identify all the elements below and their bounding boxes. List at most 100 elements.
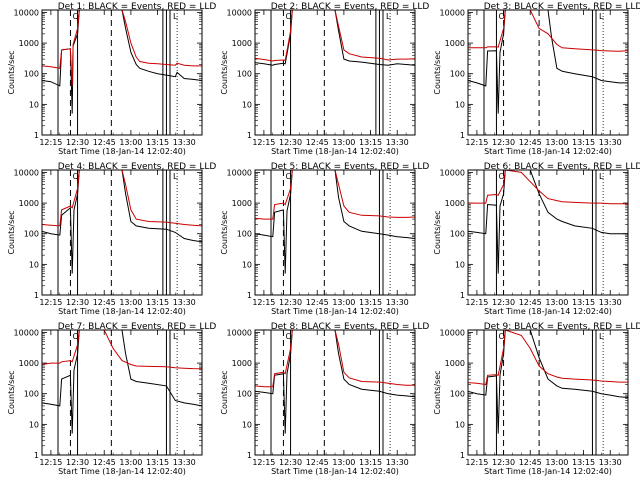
y-tick-label: 1000 bbox=[232, 359, 252, 368]
lld-series-line bbox=[42, 10, 202, 86]
lld-series-line bbox=[42, 330, 202, 370]
marker-label: O bbox=[72, 172, 78, 181]
panel-title: Det 3: BLACK = Events, RED = LLD bbox=[484, 2, 640, 12]
x-tick-label: 12:45 bbox=[306, 458, 329, 467]
panel-det-9: Det 9: BLACK = Events, RED = LLD 1 10 100 10… bbox=[433, 322, 640, 476]
x-tick-label: 12:45 bbox=[93, 458, 116, 467]
marker-label: O bbox=[498, 332, 504, 341]
y-tick-label: 1000 bbox=[19, 39, 39, 48]
y-tick-label: 1000 bbox=[232, 39, 252, 48]
y-tick-label: 10000 bbox=[227, 8, 252, 17]
y-axis-label: Counts/sec bbox=[433, 50, 442, 94]
panel-det-3: Det 3: BLACK = Events, RED = LLD 1 10 100 10… bbox=[433, 2, 640, 156]
x-tick-label: 12:30 bbox=[279, 298, 302, 307]
x-axis-label: Start Time (18-Jan-14 12:02:40) bbox=[484, 147, 612, 156]
x-tick-label: 12:45 bbox=[93, 298, 116, 307]
y-tick-label: 10 bbox=[29, 260, 39, 269]
plot-frame bbox=[254, 329, 416, 456]
events-series-line bbox=[255, 10, 415, 66]
events-series-line bbox=[42, 10, 202, 114]
y-axis-label: Counts/sec bbox=[220, 50, 229, 94]
x-axis-label: Start Time (18-Jan-14 12:02:40) bbox=[58, 307, 186, 316]
y-tick-label: 10 bbox=[455, 260, 465, 269]
x-tick-label: 13:15 bbox=[572, 458, 595, 467]
events-series-line bbox=[255, 170, 415, 274]
marker-label: O bbox=[285, 332, 291, 341]
x-axis-label: Start Time (18-Jan-14 12:02:40) bbox=[58, 147, 186, 156]
events-series-line bbox=[255, 330, 415, 434]
y-tick-label: 10 bbox=[242, 100, 252, 109]
x-tick-label: 12:15 bbox=[465, 458, 488, 467]
marker-label: O bbox=[285, 172, 291, 181]
marker-label: L bbox=[599, 172, 604, 181]
y-tick-label: 1 bbox=[34, 291, 39, 300]
x-tick-label: 12:15 bbox=[252, 298, 275, 307]
x-axis-label: Start Time (18-Jan-14 12:02:40) bbox=[271, 147, 399, 156]
x-tick-label: 13:00 bbox=[119, 138, 142, 147]
x-tick-label: 12:30 bbox=[279, 458, 302, 467]
marker-label: L bbox=[386, 12, 391, 21]
x-tick-label: 12:30 bbox=[492, 298, 515, 307]
marker-label: L bbox=[599, 12, 604, 21]
marker-label: L bbox=[173, 12, 178, 21]
x-tick-label: 13:30 bbox=[599, 138, 622, 147]
x-axis-label: Start Time (18-Jan-14 12:02:40) bbox=[484, 307, 612, 316]
x-axis-label: Start Time (18-Jan-14 12:02:40) bbox=[271, 467, 399, 476]
marker-label: O bbox=[72, 12, 78, 21]
y-tick-label: 10 bbox=[455, 420, 465, 429]
x-tick-label: 12:15 bbox=[39, 138, 62, 147]
plot-frame bbox=[467, 9, 629, 136]
lld-series-line bbox=[255, 170, 415, 220]
x-tick-label: 13:00 bbox=[332, 138, 355, 147]
y-tick-label: 100 bbox=[450, 390, 465, 399]
x-tick-label: 12:30 bbox=[66, 138, 89, 147]
x-tick-label: 13:30 bbox=[386, 298, 409, 307]
y-tick-label: 10000 bbox=[440, 168, 465, 177]
plot-frame bbox=[254, 9, 416, 136]
panel-title: Det 2: BLACK = Events, RED = LLD bbox=[271, 2, 430, 12]
events-series-line bbox=[468, 330, 628, 434]
x-tick-label: 12:30 bbox=[279, 138, 302, 147]
x-tick-label: 12:15 bbox=[252, 138, 275, 147]
x-tick-label: 13:15 bbox=[146, 458, 169, 467]
x-tick-label: 13:00 bbox=[332, 458, 355, 467]
y-axis-label: Counts/sec bbox=[220, 210, 229, 254]
x-tick-label: 12:45 bbox=[519, 458, 542, 467]
y-tick-label: 100 bbox=[450, 230, 465, 239]
x-tick-label: 12:45 bbox=[519, 298, 542, 307]
y-tick-label: 1000 bbox=[445, 39, 465, 48]
x-tick-label: 12:30 bbox=[66, 458, 89, 467]
y-tick-label: 100 bbox=[24, 390, 39, 399]
y-tick-label: 10000 bbox=[440, 328, 465, 337]
marker-label: L bbox=[386, 172, 391, 181]
x-tick-label: 13:15 bbox=[359, 458, 382, 467]
y-tick-label: 1000 bbox=[232, 199, 252, 208]
panel-det-5: Det 5: BLACK = Events, RED = LLD 1 10 100 10… bbox=[220, 162, 429, 316]
y-axis-label: Counts/sec bbox=[220, 370, 229, 414]
marker-label: O bbox=[285, 12, 291, 21]
y-tick-label: 1 bbox=[34, 451, 39, 460]
marker-label: O bbox=[498, 12, 504, 21]
x-tick-label: 13:15 bbox=[572, 298, 595, 307]
x-tick-label: 12:15 bbox=[39, 298, 62, 307]
y-axis-label: Counts/sec bbox=[433, 210, 442, 254]
x-tick-label: 13:30 bbox=[386, 458, 409, 467]
panel-det-6: Det 6: BLACK = Events, RED = LLD 1 10 100 10… bbox=[433, 162, 640, 316]
x-tick-label: 12:15 bbox=[39, 458, 62, 467]
y-tick-label: 10000 bbox=[440, 8, 465, 17]
x-tick-label: 12:15 bbox=[465, 138, 488, 147]
plot-frame bbox=[254, 169, 416, 296]
y-tick-label: 10 bbox=[242, 420, 252, 429]
y-tick-label: 100 bbox=[450, 70, 465, 79]
x-tick-label: 13:30 bbox=[173, 458, 196, 467]
x-tick-label: 13:30 bbox=[386, 138, 409, 147]
events-series-line bbox=[42, 170, 202, 274]
x-tick-label: 13:00 bbox=[119, 298, 142, 307]
panel-title: Det 5: BLACK = Events, RED = LLD bbox=[271, 162, 430, 172]
y-tick-label: 1 bbox=[247, 451, 252, 460]
x-tick-label: 12:45 bbox=[306, 298, 329, 307]
y-tick-label: 1 bbox=[247, 131, 252, 140]
marker-label: L bbox=[173, 172, 178, 181]
x-tick-label: 13:30 bbox=[173, 298, 196, 307]
